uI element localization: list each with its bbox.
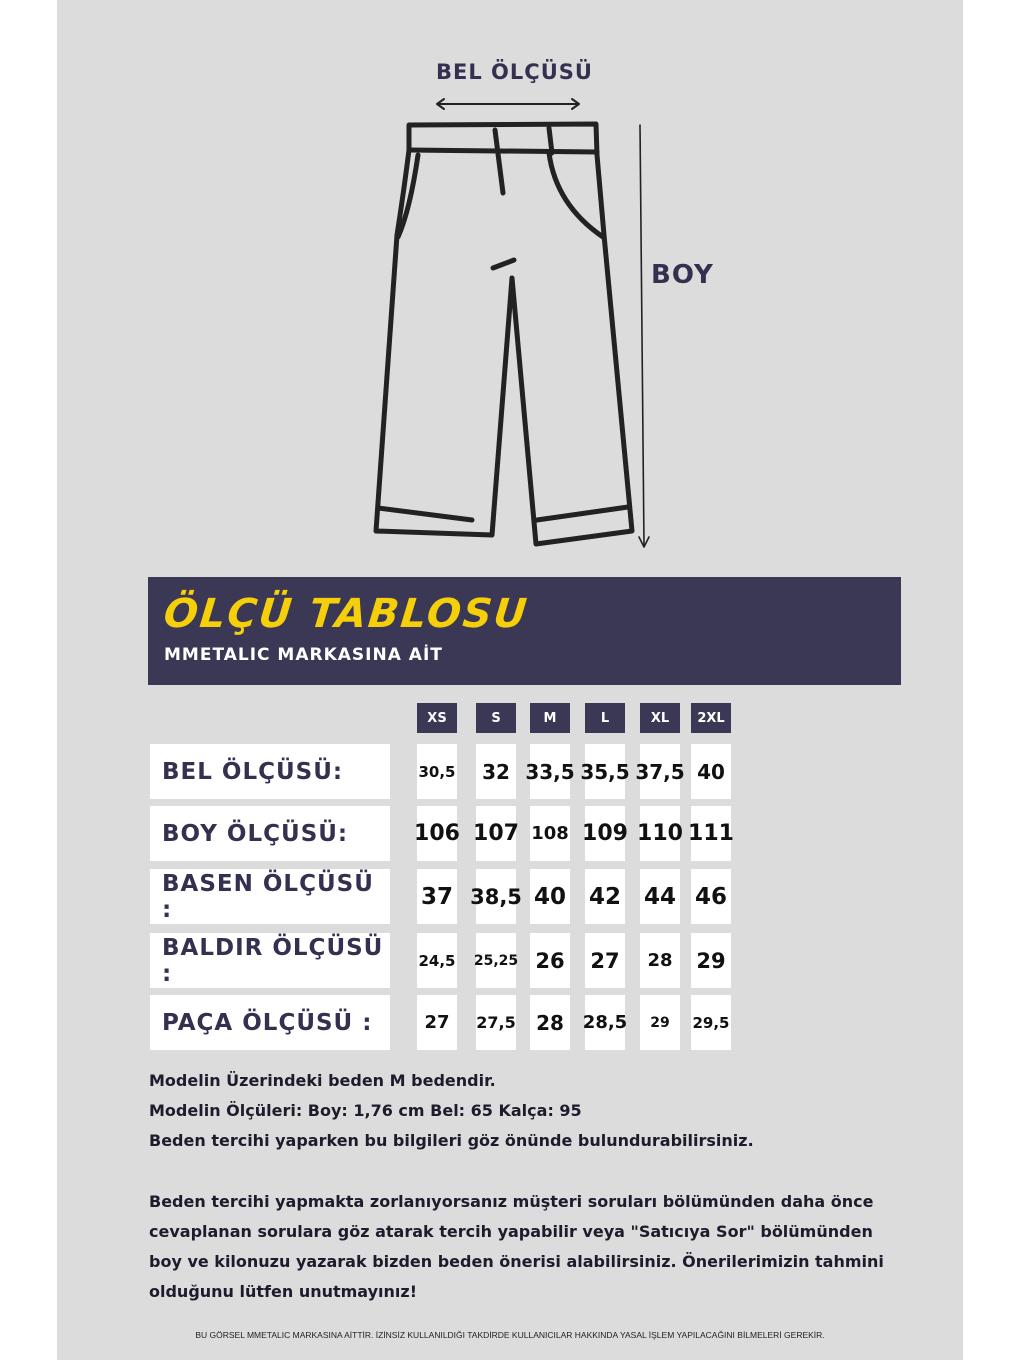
table-cell: 27 [417, 995, 457, 1050]
table-cell: 37 [417, 869, 457, 924]
row-label: PAÇA ÖLÇÜSÜ : [150, 995, 390, 1050]
table-cell: 46 [691, 869, 731, 924]
table-cell: 107 [473, 806, 519, 861]
table-cell: 29,5 [691, 995, 731, 1050]
table-cell: 110 [637, 806, 683, 861]
table-cell: 35,5 [580, 744, 630, 799]
table-cell: 44 [640, 869, 680, 924]
table-cell: 42 [585, 869, 625, 924]
row-label: BOY ÖLÇÜSÜ: [150, 806, 390, 861]
size-chart-header: ÖLÇÜ TABLOSU MMETALIC MARKASINA AİT [148, 577, 901, 685]
size-header-xs: XS [417, 703, 457, 733]
table-cell: 111 [688, 806, 734, 861]
table-cell: 109 [582, 806, 628, 861]
table-cell: 38,5 [470, 869, 522, 924]
table-cell: 37,5 [635, 744, 685, 799]
row-label: BEL ÖLÇÜSÜ: [150, 744, 390, 799]
waist-arrow-icon [436, 98, 580, 110]
chart-subtitle: MMETALIC MARKASINA AİT [164, 645, 443, 665]
table-cell: 108 [530, 806, 570, 861]
size-header-s: S [476, 703, 516, 733]
table-cell: 40 [691, 744, 731, 799]
table-cell: 27 [585, 933, 625, 988]
table-cell: 28 [530, 995, 570, 1050]
length-label: BOY [651, 260, 714, 290]
note-line-2: Modelin Ölçüleri: Boy: 1,76 cm Bel: 65 K… [149, 1101, 582, 1120]
table-cell: 33,5 [525, 744, 575, 799]
pants-outline [373, 121, 635, 547]
note-line-1: Modelin Üzerindeki beden M bedendir. [149, 1071, 496, 1090]
table-cell: 32 [476, 744, 516, 799]
chart-title: ÖLÇÜ TABLOSU [161, 591, 531, 637]
note-line-3: Beden tercihi yaparken bu bilgileri göz … [149, 1131, 754, 1150]
table-cell: 28 [640, 933, 680, 988]
table-cell: 27,5 [476, 995, 516, 1050]
table-cell: 29 [691, 933, 731, 988]
table-cell: 106 [414, 806, 460, 861]
table-cell: 29 [640, 995, 680, 1050]
table-cell: 25,25 [474, 933, 518, 988]
note-paragraph: Beden tercihi yapmakta zorlanıyorsanız m… [149, 1192, 884, 1301]
table-cell: 24,5 [417, 933, 457, 988]
table-cell: 26 [530, 933, 570, 988]
length-arrow-icon [638, 124, 650, 548]
table-cell: 40 [530, 869, 570, 924]
row-label: BALDIR ÖLÇÜSÜ : [150, 933, 390, 988]
row-label: BASEN ÖLÇÜSÜ : [150, 869, 390, 924]
size-header-l: L [585, 703, 625, 733]
waist-label: BEL ÖLÇÜSÜ [436, 60, 593, 84]
table-cell: 30,5 [417, 744, 457, 799]
table-cell: 28,5 [583, 995, 627, 1050]
size-header-xl: XL [640, 703, 680, 733]
pants-diagram [373, 98, 650, 548]
copyright-footer: BU GÖRSEL MMETALIC MARKASINA AİTTİR. İZİ… [195, 1330, 825, 1340]
size-header-m: M [530, 703, 570, 733]
size-header-2xl: 2XL [691, 703, 731, 733]
